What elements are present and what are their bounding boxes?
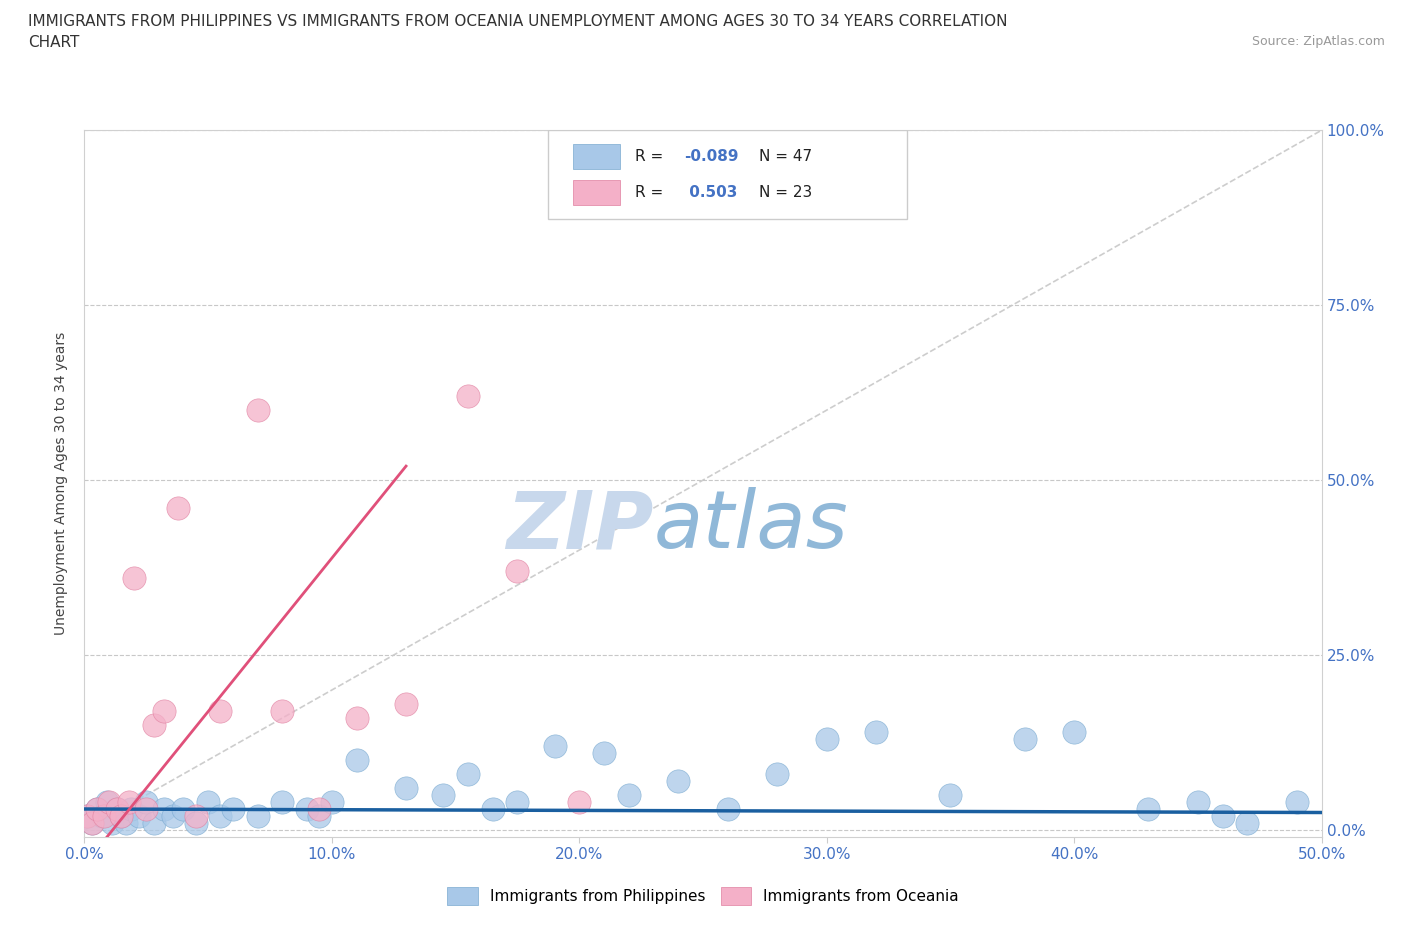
Point xyxy=(100,816,122,830)
Point xyxy=(766,766,789,781)
Point xyxy=(593,746,616,761)
Point xyxy=(110,808,132,823)
Point xyxy=(246,403,269,418)
Point xyxy=(118,794,141,809)
Point xyxy=(1212,808,1234,823)
Point xyxy=(152,704,174,719)
Point xyxy=(105,802,128,817)
Point xyxy=(80,816,103,830)
FancyBboxPatch shape xyxy=(574,144,620,169)
Text: N = 23: N = 23 xyxy=(759,185,811,200)
Point xyxy=(295,802,318,817)
Point xyxy=(395,697,418,711)
Point xyxy=(321,794,343,809)
Point xyxy=(1236,816,1258,830)
Point xyxy=(142,816,165,830)
Point xyxy=(865,724,887,739)
Point xyxy=(197,794,219,809)
Point xyxy=(209,704,232,719)
Point xyxy=(246,808,269,823)
Point xyxy=(184,816,207,830)
Text: Source: ZipAtlas.com: Source: ZipAtlas.com xyxy=(1251,35,1385,48)
Point xyxy=(120,802,142,817)
Point xyxy=(395,780,418,795)
Point xyxy=(346,711,368,725)
Point xyxy=(122,571,145,586)
Point xyxy=(308,802,330,817)
Point xyxy=(115,816,138,830)
Point xyxy=(90,808,112,823)
Point xyxy=(457,389,479,404)
Point xyxy=(184,808,207,823)
Point xyxy=(98,794,121,809)
Point xyxy=(152,802,174,817)
Point xyxy=(110,808,132,823)
Point xyxy=(222,802,245,817)
Point xyxy=(717,802,740,817)
Point xyxy=(271,704,294,719)
Point xyxy=(1285,794,1308,809)
Point xyxy=(128,808,150,823)
Point xyxy=(568,794,591,809)
Point xyxy=(142,718,165,733)
Point xyxy=(506,794,529,809)
Point xyxy=(939,788,962,803)
Point xyxy=(432,788,454,803)
Point xyxy=(346,752,368,767)
Point xyxy=(457,766,479,781)
Text: R =: R = xyxy=(636,185,668,200)
Point xyxy=(96,794,118,809)
Text: R =: R = xyxy=(636,149,668,164)
Point xyxy=(815,732,838,747)
Point xyxy=(481,802,503,817)
Point xyxy=(105,802,128,817)
FancyBboxPatch shape xyxy=(574,179,620,205)
Point xyxy=(271,794,294,809)
Point xyxy=(86,802,108,817)
Text: CHART: CHART xyxy=(28,35,80,50)
Point xyxy=(167,500,190,515)
Point xyxy=(1187,794,1209,809)
Text: 0.503: 0.503 xyxy=(685,185,738,200)
Point xyxy=(162,808,184,823)
Point xyxy=(93,808,115,823)
Point xyxy=(76,808,98,823)
Text: N = 47: N = 47 xyxy=(759,149,811,164)
Point xyxy=(308,808,330,823)
FancyBboxPatch shape xyxy=(548,130,907,219)
Point xyxy=(135,802,157,817)
Point xyxy=(1063,724,1085,739)
Point xyxy=(86,802,108,817)
Y-axis label: Unemployment Among Ages 30 to 34 years: Unemployment Among Ages 30 to 34 years xyxy=(55,332,69,635)
Text: IMMIGRANTS FROM PHILIPPINES VS IMMIGRANTS FROM OCEANIA UNEMPLOYMENT AMONG AGES 3: IMMIGRANTS FROM PHILIPPINES VS IMMIGRANT… xyxy=(28,14,1008,29)
Point xyxy=(543,738,565,753)
Point xyxy=(76,808,98,823)
Point xyxy=(617,788,640,803)
Text: atlas: atlas xyxy=(654,487,848,565)
Point xyxy=(209,808,232,823)
Text: -0.089: -0.089 xyxy=(685,149,740,164)
Point xyxy=(1137,802,1160,817)
Legend: Immigrants from Philippines, Immigrants from Oceania: Immigrants from Philippines, Immigrants … xyxy=(441,881,965,910)
Point xyxy=(666,774,689,789)
Point xyxy=(135,794,157,809)
Point xyxy=(172,802,194,817)
Point xyxy=(1014,732,1036,747)
Point xyxy=(506,564,529,578)
Point xyxy=(80,816,103,830)
Text: ZIP: ZIP xyxy=(506,487,654,565)
